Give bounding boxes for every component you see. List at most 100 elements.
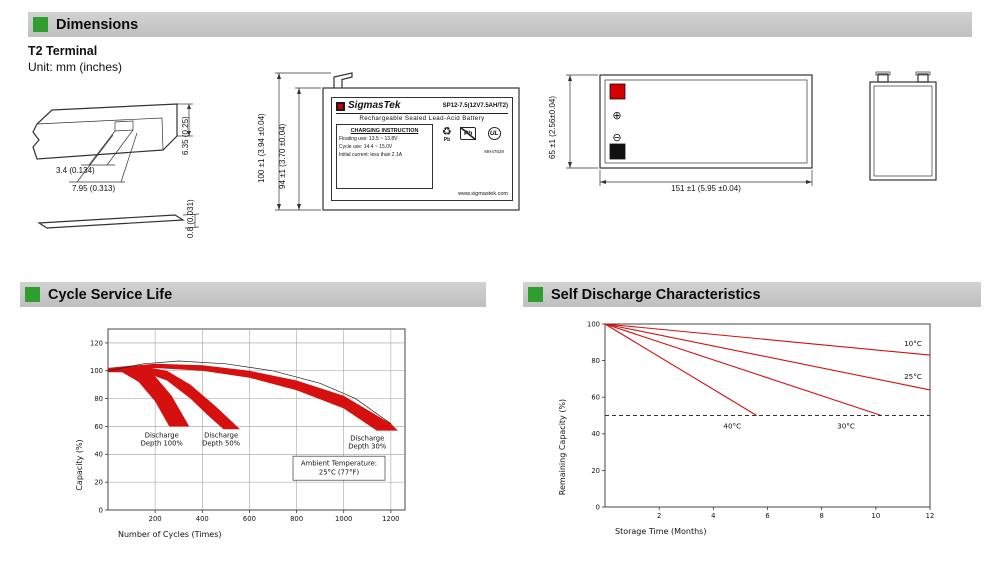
y-axis-label: Capacity (%) — [75, 439, 84, 490]
charging-instruction-box: CHARGING INSTRUCTION Floating use: 13.5 … — [336, 124, 433, 189]
top-view-dimension-lines — [566, 74, 813, 186]
tick-label: 600 — [243, 515, 256, 523]
dim-thickness: 0.8 (0.031) — [186, 199, 195, 238]
series-line — [604, 323, 931, 391]
section-accent-icon — [25, 287, 40, 302]
label-divider — [336, 113, 508, 114]
dim-height-case: 94 ±1 (3.70 ±0.04) — [278, 123, 287, 189]
section-accent-icon — [528, 287, 543, 302]
cycle-title: Cycle Service Life — [48, 286, 173, 303]
terminal-thickness-strip — [37, 213, 200, 229]
discharge-band — [108, 363, 398, 431]
tick-label: 400 — [196, 515, 209, 523]
series-label: 30°C — [837, 421, 855, 430]
label-icons: ♻ Pb Pb UL MH47629 — [438, 124, 508, 189]
front-dimension-lines — [275, 72, 331, 211]
tick-label: 20 — [591, 467, 600, 475]
series-line — [604, 323, 757, 416]
note-text: 25°C (77°F) — [319, 469, 360, 477]
unit-label: Unit: mm (inches) — [28, 60, 123, 74]
tick-label: 0 — [596, 503, 600, 511]
minus-symbol: ⊖ — [612, 131, 621, 144]
battery-side-view-drawing — [869, 71, 937, 181]
annotation-label: Discharge — [350, 434, 384, 442]
self-discharge-title: Self Discharge Characteristics — [551, 286, 761, 303]
side-view-outline — [869, 81, 937, 181]
annotation-label: Depth 100% — [141, 440, 184, 448]
annotation-label: Depth 30% — [348, 442, 387, 450]
charging-line-1: Floating use: 13.5 ~ 13.8V — [339, 136, 398, 143]
terminal-tab-outline — [32, 103, 178, 160]
tick-label: 80 — [94, 395, 103, 403]
tick-label: 60 — [94, 423, 103, 431]
tick-label: 100 — [90, 367, 103, 375]
annotation-label: Depth 50% — [202, 440, 241, 448]
dim-height-total: 100 ±1 (3.94 ±0.04) — [257, 113, 266, 183]
plus-symbol: ⊕ — [612, 109, 621, 122]
tick-label: 40 — [591, 430, 600, 438]
self-discharge-section-header: Self Discharge Characteristics — [523, 282, 981, 307]
tick-label: 120 — [90, 339, 103, 347]
model-number: SP12-7.5(12V7.5AH/T2) — [442, 103, 508, 109]
tick-label: 12 — [926, 512, 935, 520]
cycle-section-header: Cycle Service Life — [20, 282, 486, 307]
side-view-inner-edge — [873, 85, 933, 177]
x-axis-label: Storage Time (Months) — [615, 527, 706, 536]
tick-label: 80 — [591, 357, 600, 365]
annotation-label: Discharge — [204, 432, 238, 440]
self-discharge-characteristics-chart: 2 4 6 8 10 12 0 20 40 60 80 100 10°C 25°C 30°C 40°C Stor… — [558, 320, 935, 536]
side-view-terminals — [875, 71, 931, 83]
dim-tab-height: 6.35 (0.25) — [181, 116, 190, 155]
ul-file-number: MH47629 — [484, 149, 504, 154]
tick-label: 1000 — [335, 515, 352, 523]
tick-label: 200 — [149, 515, 162, 523]
y-axis-label: Remaining Capacity (%) — [558, 399, 567, 495]
annotation-label: Discharge — [145, 432, 179, 440]
series-line — [604, 323, 882, 417]
pb-crossed-icon: Pb — [460, 127, 477, 140]
tick-label: 2 — [657, 512, 661, 520]
tick-label: 6 — [765, 512, 769, 520]
battery-product-label: SigmasTek SP12-7.5(12V7.5AH/T2) Recharge… — [331, 97, 513, 201]
tick-label: 8 — [820, 512, 824, 520]
top-view-inner-edge — [604, 79, 808, 164]
dim-length: 151 ±1 (5.95 ±0.04) — [671, 184, 741, 193]
series-label: 40°C — [723, 421, 741, 430]
battery-top-view-drawing: ⊕ ⊖ — [566, 74, 813, 186]
dim-depth: 65 ±1 (2.56±0.04) — [548, 95, 557, 159]
series-label: 10°C — [904, 339, 922, 348]
battery-type-text: Rechargeable Sealed Lead-Acid Battery — [359, 115, 485, 122]
terminal-detail-drawing — [32, 103, 200, 229]
battery-front-outline — [322, 87, 520, 211]
front-terminal-tab — [333, 72, 353, 88]
charging-line-3: Initial current: less than 2.1A — [339, 151, 403, 158]
dim-slot-width: 3.4 (0.134) — [56, 166, 95, 175]
dim-tab-width: 7.95 (0.313) — [72, 184, 116, 193]
tick-label: 4 — [711, 512, 715, 520]
note-text: Ambient Temperature: — [301, 460, 377, 468]
note-box — [292, 455, 386, 481]
section-accent-icon — [33, 17, 48, 32]
tick-label: 60 — [591, 394, 600, 402]
charging-line-2: Cycle use: 14.4 ~ 15.0V — [339, 144, 393, 151]
envelope-line — [107, 360, 392, 424]
tick-label: 10 — [872, 512, 881, 520]
recycle-pb-icon: ♻ Pb — [442, 126, 452, 143]
negative-terminal — [609, 143, 626, 160]
dimensions-section-header: Dimensions — [28, 12, 972, 37]
x-axis-label: Number of Cycles (Times) — [118, 530, 222, 539]
discharge-band — [108, 366, 190, 427]
top-view-outline — [599, 74, 813, 169]
battery-front-view-drawing — [275, 72, 520, 211]
charging-instruction-title: CHARGING INSTRUCTION — [350, 128, 419, 134]
tick-label: 1200 — [382, 515, 399, 523]
tick-label: 800 — [290, 515, 303, 523]
sigmastek-logo-icon — [336, 101, 345, 111]
tick-label: 100 — [587, 320, 600, 328]
terminal-dimension-lines — [69, 103, 193, 183]
terminal-type-label: T2 Terminal — [28, 44, 98, 58]
battery-label-header: SigmasTek SP12-7.5(12V7.5AH/T2) — [336, 101, 508, 111]
positive-terminal — [609, 83, 626, 100]
tick-label: 20 — [94, 479, 103, 487]
